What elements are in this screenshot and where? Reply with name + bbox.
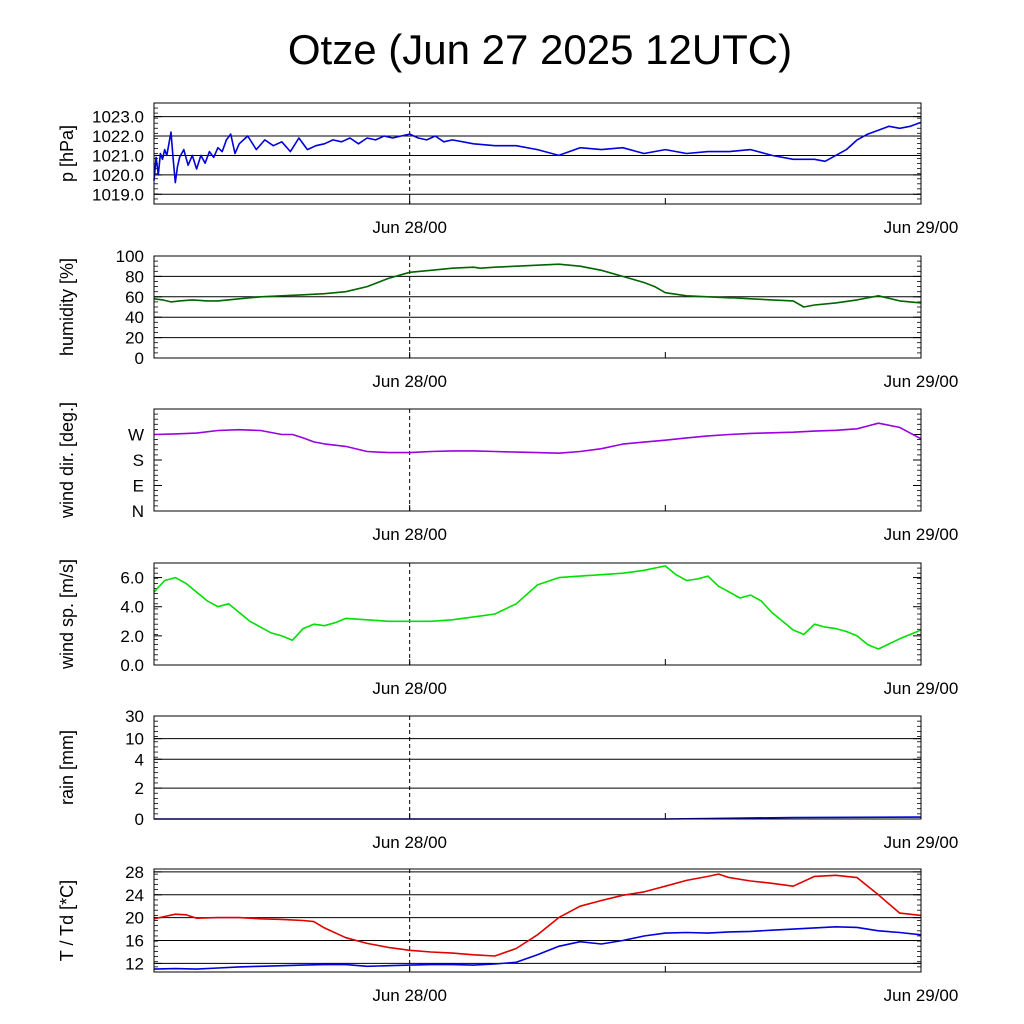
y-tick-label: 4.0: [120, 598, 144, 617]
x-tick-label: Jun 28/00: [372, 986, 447, 1005]
x-tick-label: Jun 28/00: [372, 525, 447, 544]
y-tick-label: 0.0: [120, 656, 144, 675]
x-tick-label: Jun 28/00: [372, 372, 447, 391]
x-tick-label: Jun 28/00: [372, 218, 447, 237]
y-tick-label: 24: [125, 886, 144, 905]
x-tick-label: Jun 29/00: [884, 525, 959, 544]
series-line: [153, 121, 922, 184]
x-tick-label: Jun 29/00: [884, 372, 959, 391]
y-axis-title: wind dir. [deg.]: [57, 402, 77, 519]
y-tick-label: 60: [125, 288, 144, 307]
x-tick-label: Jun 29/00: [884, 833, 959, 852]
y-axis-title: rain [mm]: [57, 730, 77, 805]
y-tick-label: W: [128, 426, 144, 445]
plot-frame: [153, 255, 922, 359]
y-tick-label: 12: [125, 954, 144, 973]
series-line: [153, 925, 922, 970]
plot-frame: [153, 562, 922, 666]
series-line: [153, 565, 922, 650]
series-line: [153, 873, 922, 957]
y-tick-label: 1019.0: [92, 185, 144, 204]
y-tick-label: 1023.0: [92, 108, 144, 127]
series-line: [153, 422, 922, 455]
y-axis-title: wind sp. [m/s]: [57, 559, 77, 670]
y-tick-label: 6.0: [120, 569, 144, 588]
plot-frame: [153, 868, 922, 973]
x-tick-label: Jun 29/00: [884, 986, 959, 1005]
y-axis-title: p [hPa]: [57, 125, 77, 182]
x-tick-label: Jun 28/00: [372, 679, 447, 698]
x-tick-label: Jun 29/00: [884, 218, 959, 237]
plot-frame: [153, 715, 922, 820]
y-tick-label: 0: [135, 349, 144, 368]
x-tick-label: Jun 29/00: [884, 679, 959, 698]
chart-title: Otze (Jun 27 2025 12UTC): [287, 26, 793, 73]
y-tick-label: E: [133, 477, 144, 496]
y-tick-label: 10: [125, 730, 144, 749]
y-tick-label: 2.0: [120, 627, 144, 646]
series-line: [153, 263, 922, 308]
y-tick-label: 2: [135, 779, 144, 798]
y-tick-label: 20: [125, 329, 144, 348]
plot-frame: [153, 408, 922, 512]
y-tick-label: 1021.0: [92, 146, 144, 165]
y-tick-label: 28: [125, 863, 144, 882]
y-tick-label: 1020.0: [92, 166, 144, 185]
x-tick-label: Jun 28/00: [372, 833, 447, 852]
y-tick-label: 1022.0: [92, 127, 144, 146]
y-tick-label: 100: [116, 247, 144, 266]
y-tick-label: 16: [125, 932, 144, 951]
y-tick-label: 30: [125, 707, 144, 726]
plot-frame: [153, 102, 922, 205]
y-tick-label: 20: [125, 909, 144, 928]
y-axis-title: T / Td [*C]: [57, 880, 77, 961]
y-tick-label: 4: [135, 750, 144, 769]
y-tick-label: 40: [125, 308, 144, 327]
y-tick-label: S: [133, 451, 144, 470]
y-tick-label: 80: [125, 267, 144, 286]
y-axis-title: humidity [%]: [57, 258, 77, 356]
y-tick-label: 0: [135, 810, 144, 829]
y-tick-label: N: [132, 502, 144, 521]
